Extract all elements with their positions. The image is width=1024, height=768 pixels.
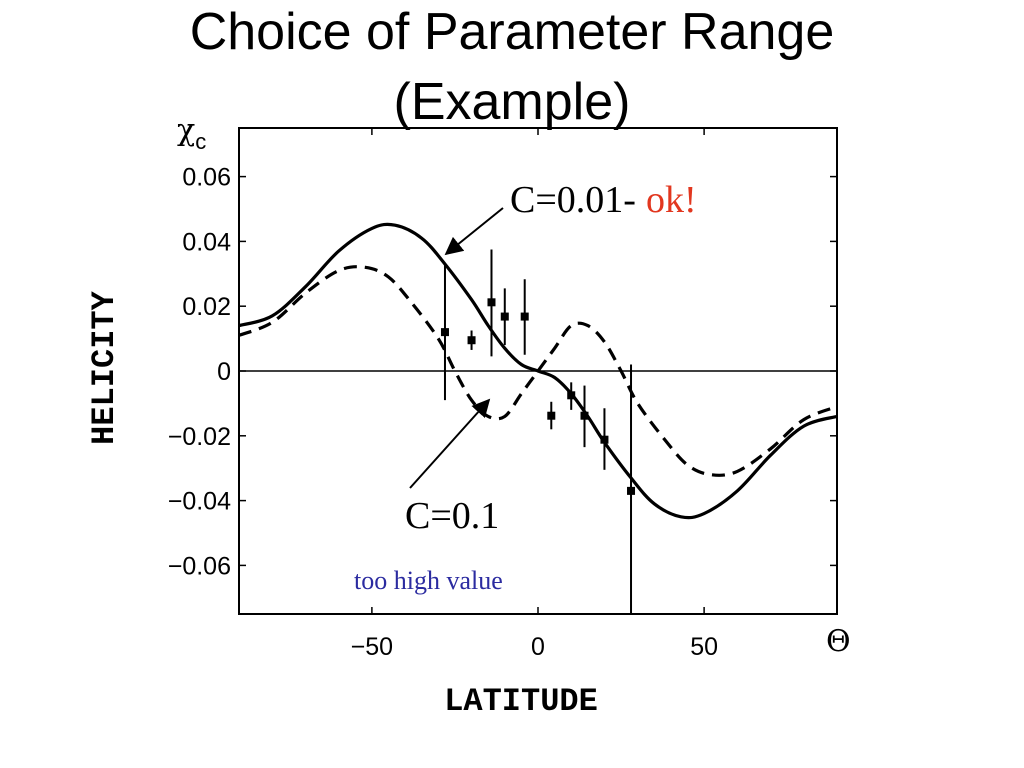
annotation-c001: C=0.01- ok!	[510, 179, 697, 221]
series-line-solid	[238, 222, 838, 520]
arrow-c001	[444, 207, 504, 256]
y-tick-label: −0.06	[168, 552, 231, 580]
y-axis-title: HELICITY	[86, 290, 123, 444]
observation-point	[580, 385, 589, 448]
y-tick-label: −0.04	[168, 488, 231, 516]
observation-point	[500, 288, 509, 346]
annotation-too-high: too high value	[354, 566, 503, 595]
observation-point	[487, 249, 496, 357]
data-marker	[567, 391, 576, 400]
annotation-c001-prefix: C=0.01-	[510, 179, 636, 221]
annotation-c01: C=0.1	[405, 495, 499, 537]
data-marker	[580, 411, 589, 420]
y-axis-symbol: χc	[177, 113, 206, 154]
x-tick-label: 0	[531, 633, 545, 661]
page-title-line-1: Choice of Parameter Range	[189, 3, 835, 61]
arrow-c01	[409, 398, 491, 489]
y-tick-label: 0	[217, 358, 231, 386]
data-marker	[600, 435, 609, 444]
data-marker	[467, 336, 476, 345]
y-tick-label: 0.04	[182, 228, 231, 256]
x-tick-label: −50	[351, 633, 393, 661]
data-marker	[487, 298, 496, 307]
page-title-line-2: (Example)	[393, 73, 631, 131]
data-marker	[500, 312, 509, 321]
data-marker	[627, 486, 636, 495]
observation-point	[547, 401, 556, 430]
data-marker	[440, 328, 449, 337]
annotation-ok: ok!	[646, 179, 697, 221]
observation-point	[467, 330, 476, 350]
observation-point	[567, 382, 576, 410]
data-marker	[520, 312, 529, 321]
series-line-dashed	[238, 265, 838, 477]
observation-point	[520, 279, 529, 355]
observation-point	[627, 364, 636, 614]
data-marker	[547, 411, 556, 420]
y-tick-label: 0.02	[182, 293, 231, 321]
x-axis-title: LATITUDE	[444, 683, 598, 720]
y-tick-label: 0.06	[182, 164, 231, 192]
observation-point	[440, 264, 449, 401]
x-tick-label: 50	[690, 633, 718, 661]
y-tick-label: −0.02	[168, 423, 231, 451]
observation-point	[600, 408, 609, 470]
x-axis-symbol: Θ	[826, 624, 851, 659]
